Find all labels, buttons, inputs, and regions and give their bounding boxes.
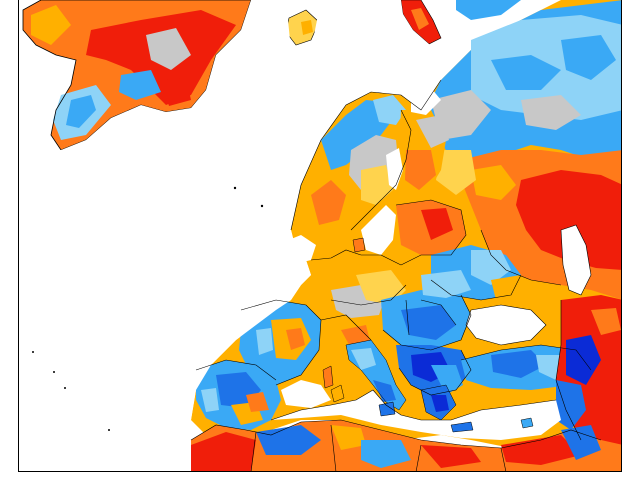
seas: [19, 0, 591, 471]
eurasia: [191, 0, 621, 471]
anomaly-map: [19, 0, 621, 471]
svalbard: [285, 9, 320, 46]
islands: [32, 186, 534, 433]
map-frame: [18, 0, 622, 472]
borders: [190, 79, 602, 471]
